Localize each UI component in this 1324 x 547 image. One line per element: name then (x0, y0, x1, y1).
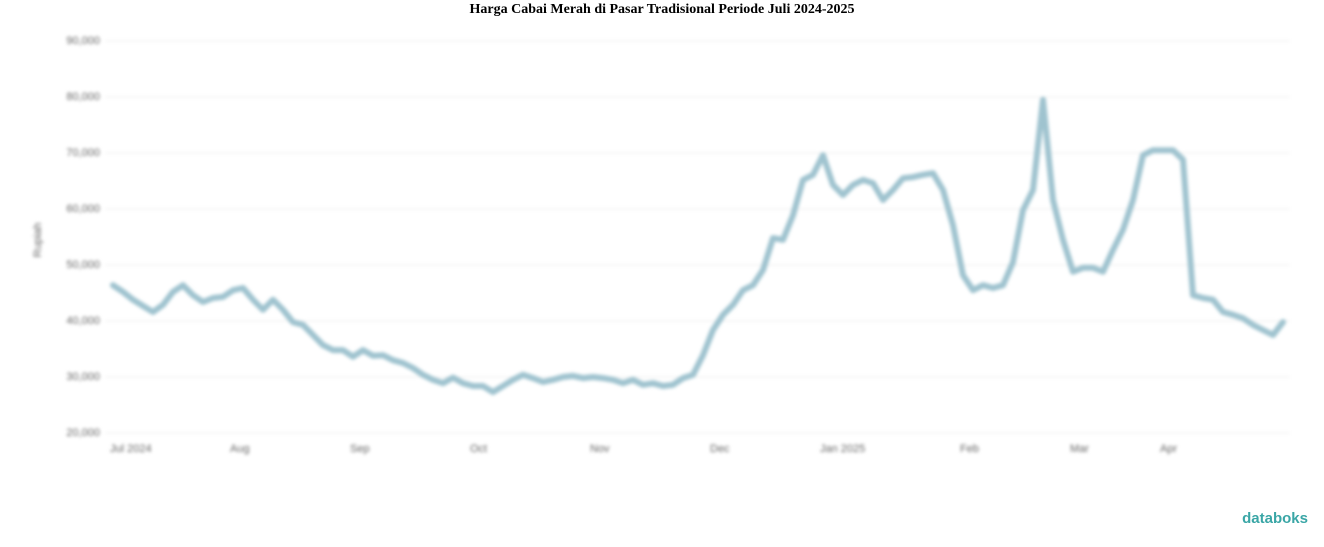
x-tick-label: Apr (1160, 443, 1177, 455)
chart-title: Harga Cabai Merah di Pasar Tradisional P… (470, 2, 855, 17)
y-axis-label: Rupiah (32, 223, 44, 258)
y-tick-label: 70,000 (66, 147, 100, 159)
y-tick-label: 90,000 (66, 35, 100, 47)
y-tick-label: 60,000 (66, 203, 100, 215)
y-tick-label: 40,000 (66, 315, 100, 327)
y-tick-label: 30,000 (66, 371, 100, 383)
line (110, 96, 1286, 396)
x-tick-label: Mar (1070, 443, 1089, 455)
y-tick-label: 50,000 (66, 259, 100, 271)
x-tick-label: Feb (960, 443, 979, 455)
source-logo: databoks (1242, 510, 1308, 527)
x-tick-label: Jan 2025 (820, 443, 865, 455)
plot: Rupiah 20,000 30,000 40,000 50,000 60,000 70,… (32, 35, 1290, 455)
x-tick-label: Sep (350, 443, 370, 455)
x-tick-label: Dec (710, 443, 730, 455)
x-tick-label: Nov (590, 443, 610, 455)
y-tick-label: 80,000 (66, 91, 100, 103)
y-tick-label: 20,000 (66, 427, 100, 439)
x-tick-label: Oct (470, 443, 487, 455)
x-tick-label: Jul 2024 (110, 443, 152, 455)
x-tick-label: Aug (230, 443, 250, 455)
